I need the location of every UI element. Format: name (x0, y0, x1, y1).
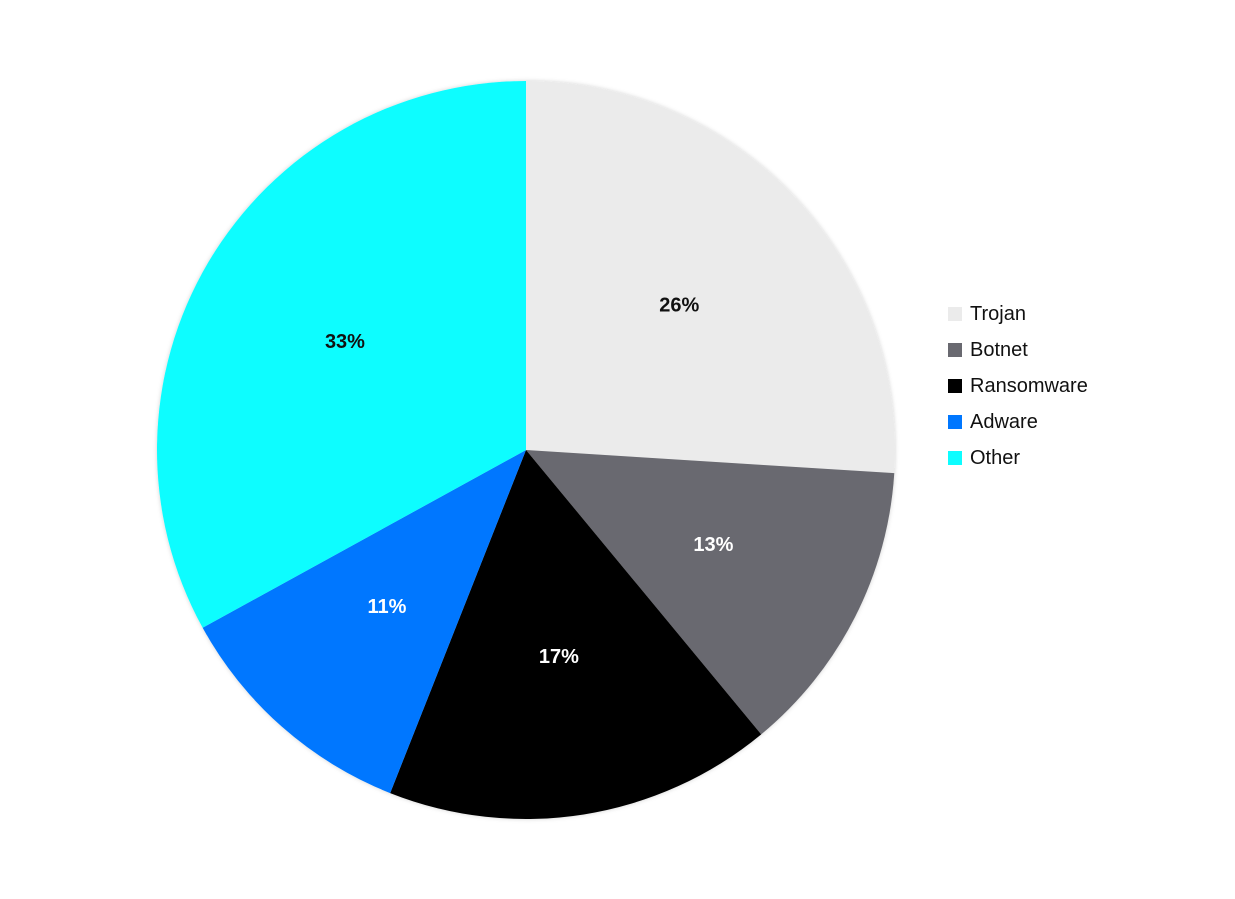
chart-legend: Trojan Botnet Ransomware Adware Other (948, 296, 1088, 476)
pie-slice-botnet[interactable] (526, 450, 895, 735)
pie-slice-adware[interactable] (202, 450, 527, 794)
legend-swatch-adware (948, 415, 962, 429)
legend-swatch-other (948, 451, 962, 465)
pie-slice-trojan[interactable] (526, 81, 895, 474)
legend-swatch-trojan (948, 307, 962, 321)
legend-label-trojan: Trojan (970, 302, 1026, 325)
legend-label-botnet: Botnet (970, 338, 1028, 361)
slice-label-botnet: 13% (693, 534, 733, 556)
slice-label-other: 33% (325, 331, 365, 353)
slice-label-adware: 11% (367, 596, 406, 618)
pie-slice-labels: 26% 13% 17% 11% 33% (325, 294, 734, 668)
slice-label-trojan: 26% (659, 294, 699, 316)
legend-label-ransomware: Ransomware (970, 374, 1088, 397)
legend-item-ransomware[interactable]: Ransomware (948, 368, 1088, 404)
legend-swatch-botnet (948, 343, 962, 357)
pie-slice-ransomware[interactable] (390, 450, 762, 819)
legend-swatch-ransomware (948, 379, 962, 393)
slice-label-ransomware: 17% (539, 646, 579, 668)
pie-slices (157, 81, 895, 819)
pie-slice-other[interactable] (157, 81, 527, 628)
legend-item-botnet[interactable]: Botnet (948, 332, 1088, 368)
legend-label-other: Other (970, 446, 1021, 469)
legend-label-adware: Adware (970, 410, 1038, 433)
legend-item-adware[interactable]: Adware (948, 404, 1088, 440)
legend-item-trojan[interactable]: Trojan (948, 296, 1088, 332)
legend-item-other[interactable]: Other (948, 440, 1088, 476)
